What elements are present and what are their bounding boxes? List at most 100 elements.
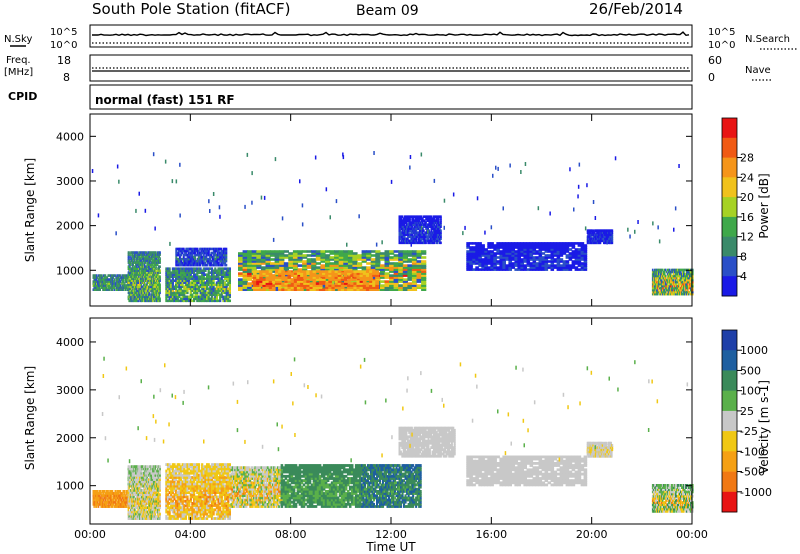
heatmap-cell: [550, 252, 555, 255]
heatmap-cell: [238, 288, 244, 291]
heatmap-cell: [681, 288, 683, 292]
heatmap-cell: [671, 274, 674, 278]
heatmap-cell: [303, 276, 307, 279]
heatmap-cell: [384, 268, 390, 271]
heatmap-cell: [223, 271, 227, 274]
heatmap-cell: [151, 273, 153, 276]
heatmap-cell: [523, 252, 527, 255]
heatmap-cell: [404, 225, 407, 228]
heatmap-cell: [398, 250, 404, 253]
heatmap-cell: [499, 250, 503, 253]
heatmap-cell: [196, 297, 199, 301]
heatmap-cell: [134, 293, 136, 297]
heatmap-cell: [165, 277, 168, 280]
heatmap-cell: [559, 258, 564, 261]
heatmap-cell: [102, 276, 104, 279]
heatmap-cell: [427, 219, 429, 222]
heatmap-cell: [384, 280, 390, 283]
heatmap-cell: [180, 249, 183, 253]
heatmap-cell: [143, 287, 146, 291]
heatmap-cell: [219, 253, 222, 257]
heatmap-cell: [211, 263, 214, 267]
heatmap-cell: [290, 288, 295, 291]
heatmap-cell: [183, 291, 186, 295]
heatmap-cell: [556, 258, 561, 261]
heatmap-cell: [146, 297, 148, 301]
heatmap-cell: [362, 282, 367, 285]
heatmap-cell: [499, 268, 503, 271]
heatmap-cell: [334, 260, 340, 263]
heatmap-cell: [191, 253, 194, 257]
noise-left-tick-bottom: 10^0: [50, 40, 77, 51]
heatmap-cell: [672, 284, 675, 288]
heatmap-cell: [659, 282, 662, 286]
heatmap-cell: [571, 242, 576, 245]
heatmap-cell: [129, 259, 131, 262]
heatmap-cell: [228, 289, 231, 293]
heatmap-cell: [171, 293, 174, 297]
heatmap-cell: [177, 263, 180, 267]
heatmap-cell: [136, 257, 139, 260]
heatmap-cell: [586, 183, 588, 188]
heatmap-cell: [156, 287, 158, 291]
heatmap-cell: [653, 270, 656, 274]
heatmap-cell: [242, 264, 248, 267]
heatmap-cell: [136, 281, 139, 284]
heatmap-cell: [158, 291, 161, 295]
heatmap-cell: [204, 249, 206, 253]
heatmap-cell: [212, 277, 215, 280]
heatmap-cell: [514, 250, 518, 253]
heatmap-cell: [421, 262, 427, 265]
heatmap-cell: [133, 271, 135, 274]
heatmap-cell: [340, 276, 345, 279]
heatmap-cell: [683, 292, 685, 296]
heatmap-cell: [206, 287, 209, 291]
heatmap-cell: [139, 257, 141, 260]
heatmap-cell: [143, 273, 146, 276]
heatmap-cell: [144, 267, 147, 270]
heatmap-cell: [402, 239, 405, 243]
heatmap-cell: [220, 277, 223, 280]
heatmap-cell: [302, 264, 308, 267]
heatmap-cell: [401, 215, 404, 218]
heatmap-cell: [690, 284, 692, 288]
heatmap-cell: [143, 251, 145, 254]
heatmap-cell: [689, 290, 691, 294]
heatmap-cell: [206, 291, 209, 295]
heatmap-cell: [401, 233, 404, 236]
heatmap-cell: [665, 270, 668, 274]
heatmap-cell: [667, 278, 670, 282]
heatmap-cell: [154, 261, 156, 264]
heatmap-cell: [106, 280, 109, 283]
heatmap-cell: [139, 289, 141, 293]
heatmap-cell: [676, 272, 679, 276]
heatmap-cell: [204, 267, 207, 270]
heatmap-cell: [96, 274, 98, 277]
heatmap-cell: [143, 299, 146, 303]
heatmap-cell: [278, 284, 282, 287]
heatmap-cell: [398, 239, 401, 243]
heatmap-cell: [179, 259, 181, 263]
heatmap-cell: [189, 287, 192, 291]
heatmap-cell: [365, 284, 370, 287]
heatmap-cell: [660, 280, 663, 284]
heatmap-cell: [535, 244, 540, 247]
heatmap-cell: [247, 284, 253, 287]
heatmap-cell: [413, 223, 416, 226]
heatmap-cell: [541, 266, 546, 269]
heatmap-cell: [140, 295, 143, 299]
heatmap-cell: [190, 247, 193, 251]
heatmap-cell: [251, 262, 257, 265]
heatmap-cell: [146, 285, 148, 289]
heatmap-cell: [224, 257, 227, 261]
heatmap-cell: [140, 265, 143, 268]
heatmap-cell: [425, 235, 427, 239]
heatmap-cell: [422, 235, 424, 239]
heatmap-cell: [692, 274, 694, 278]
heatmap-cell: [692, 284, 694, 288]
heatmap-cell: [398, 256, 404, 259]
heatmap-cell: [430, 229, 433, 232]
heatmap-cell: [179, 291, 183, 295]
heatmap-cell: [165, 289, 168, 293]
heatmap-cell: [171, 295, 174, 299]
